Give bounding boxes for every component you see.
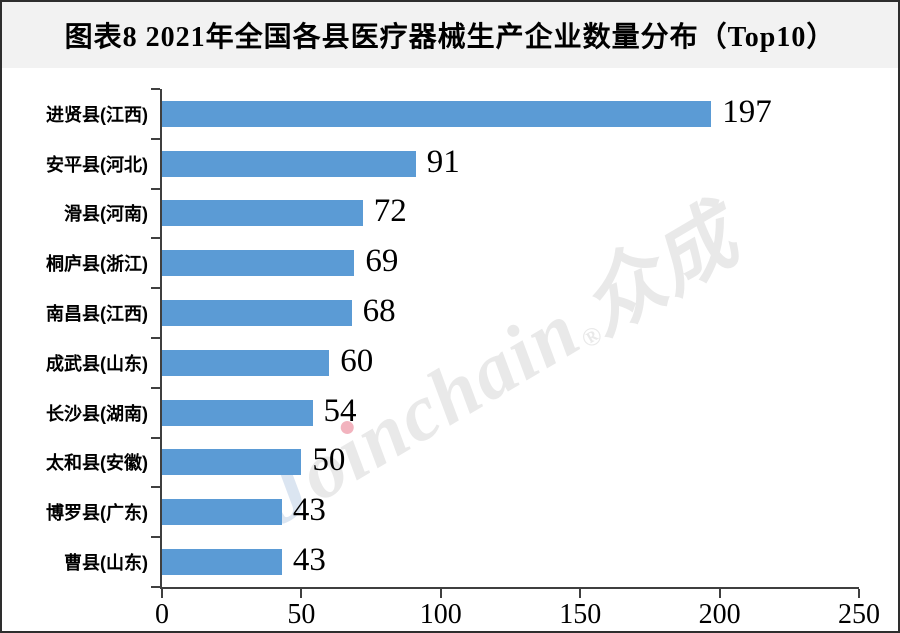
- category-label: 长沙县(湖南): [46, 403, 148, 424]
- category-label: 进贤县(江西): [46, 104, 148, 125]
- bar-value-label: 68: [362, 293, 396, 330]
- bar: [162, 449, 302, 476]
- plot-area: 197 91 72 69 68 60 54 50 43 43 0 50 100 150 200 250: [151, 88, 880, 629]
- bar-row: 54: [162, 388, 859, 438]
- bar: [162, 250, 355, 277]
- y-axis-tick: [151, 486, 160, 489]
- x-axis-tick-label: 0: [155, 599, 169, 630]
- bar-row: 72: [162, 189, 859, 239]
- y-axis-tick: [151, 137, 160, 140]
- x-axis-tick: [718, 589, 721, 598]
- category-label: 曹县(山东): [64, 553, 148, 574]
- bar: [162, 300, 352, 327]
- bar-row: 69: [162, 238, 859, 288]
- category-label: 博罗县(广东): [46, 503, 148, 524]
- x-axis-tick: [300, 589, 303, 598]
- bar-row: 43: [162, 537, 859, 587]
- y-axis-tick: [151, 586, 160, 588]
- title-bar: 图表8 2021年全国各县医疗器械生产企业数量分布（Top10）: [2, 2, 898, 68]
- x-axis-tick-label: 150: [559, 599, 602, 630]
- category-label: 南昌县(江西): [46, 304, 148, 325]
- x-axis-tick-label: 200: [698, 599, 741, 630]
- bar-value-label: 72: [373, 193, 407, 230]
- y-axis-tick: [151, 536, 160, 539]
- x-axis-tick: [579, 589, 582, 598]
- bar-value-label: 69: [365, 243, 399, 280]
- bar: [162, 549, 282, 576]
- category-label: 安平县(河北): [46, 154, 148, 175]
- bar-row: 50: [162, 438, 859, 488]
- x-axis-tick-label: 100: [419, 599, 462, 630]
- bar-value-label: 91: [426, 143, 460, 180]
- category-label: 太和县(安徽): [46, 453, 148, 474]
- y-axis-tick: [151, 386, 160, 389]
- x-axis-tick: [439, 589, 442, 598]
- y-axis-tick: [151, 436, 160, 439]
- bar: [162, 200, 363, 227]
- x-axis-tick-label: 50: [287, 599, 316, 630]
- bar: [162, 499, 282, 526]
- x-axis-tick: [161, 589, 163, 598]
- category-label: 桐庐县(浙江): [46, 254, 148, 275]
- bar: [162, 150, 416, 177]
- bar-row: 43: [162, 487, 859, 537]
- bar-value-label: 60: [340, 343, 374, 380]
- x-axis-tick: [858, 589, 860, 598]
- y-axis-tick: [151, 88, 160, 90]
- y-axis-tick: [151, 237, 160, 240]
- bar: [162, 100, 712, 127]
- bar-value-label: 50: [312, 442, 346, 479]
- x-axis-tick-label: 250: [838, 599, 880, 630]
- bar-value-label: 197: [722, 94, 772, 131]
- bar-row: 60: [162, 338, 859, 388]
- bar-value-label: 43: [292, 542, 326, 579]
- bar-row: 68: [162, 288, 859, 338]
- bar: [162, 349, 330, 376]
- bar-value-label: 54: [323, 392, 357, 429]
- y-axis-tick: [151, 187, 160, 190]
- category-label: 滑县(河南): [64, 204, 148, 225]
- bar-row: 91: [162, 139, 859, 189]
- y-axis-tick: [151, 337, 160, 339]
- bar-value-label: 43: [292, 492, 326, 529]
- chart-title: 图表8 2021年全国各县医疗器械生产企业数量分布（Top10）: [64, 22, 836, 53]
- y-axis-tick: [151, 287, 160, 290]
- category-label: 成武县(山东): [46, 353, 148, 374]
- category-labels: 进贤县(江西) 安平县(河北) 滑县(河南) 桐庐县(浙江) 南昌县(江西) 成武县(山东…: [2, 89, 148, 587]
- bar-row: 197: [162, 89, 859, 139]
- bar: [162, 399, 313, 426]
